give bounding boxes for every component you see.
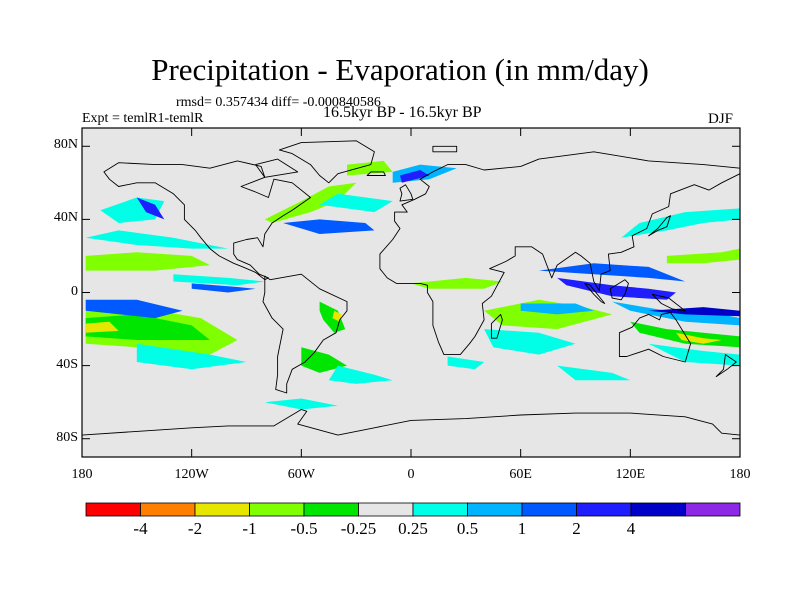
lat-label: 40S — [56, 356, 78, 372]
anomaly-area-25 — [557, 277, 676, 300]
plot-title: Precipitation - Evaporation (in mm/day) — [151, 52, 649, 87]
coastline-14 — [432, 145, 458, 153]
anomaly-area-5 — [85, 252, 210, 271]
coastline-6 — [490, 313, 503, 339]
landmass-2 — [263, 274, 347, 393]
period-label: 16.5kyr BP - 16.5kyr BP — [323, 104, 482, 121]
lon-label: 0 — [407, 467, 415, 482]
anomaly-area-10 — [283, 219, 375, 234]
colorbar-swatch — [140, 502, 196, 517]
coastline-15 — [255, 158, 299, 178]
season-label: DJF — [708, 111, 734, 127]
colorbar-label: -0.5 — [290, 519, 318, 538]
coastline-1 — [278, 140, 375, 184]
anomaly-area-8 — [136, 197, 165, 220]
colorbar-swatch — [249, 502, 305, 517]
lon-label: 60W — [287, 467, 315, 482]
anomaly-area-36 — [264, 398, 338, 410]
anomaly-area-15 — [173, 274, 265, 286]
anomaly-area-28 — [648, 307, 740, 317]
anomaly-area-6 — [85, 230, 229, 249]
lon-label: 120E — [615, 467, 646, 482]
anomaly-area-24 — [557, 365, 631, 381]
anomaly-area-30 — [676, 332, 722, 344]
anomaly-area-35 — [411, 277, 503, 289]
colorbar-swatch — [303, 502, 359, 517]
colorbar — [85, 502, 741, 517]
colorbar-swatch — [521, 502, 577, 517]
colorbar-label: 2 — [572, 519, 581, 538]
lon-label: 180 — [71, 467, 93, 482]
coastline-9 — [651, 293, 686, 312]
anomaly-area-33 — [648, 343, 740, 366]
axis-ticks — [81, 128, 741, 457]
landmass-5 — [82, 409, 740, 457]
anomaly-area-1 — [85, 314, 210, 340]
colorbar-swatch — [412, 502, 468, 517]
colorbar-swatch — [685, 502, 741, 517]
colorbar-label: -1 — [242, 519, 257, 538]
anomaly-area-13 — [400, 170, 430, 183]
colorbar-swatch — [85, 502, 141, 517]
colorbar-swatch — [194, 502, 250, 517]
landmass-0 — [103, 160, 311, 280]
land-layer — [82, 140, 740, 457]
landmass-3 — [379, 151, 740, 355]
anomaly-area-11 — [319, 193, 393, 213]
colorbar-label: -0.25 — [340, 519, 377, 538]
coastline-12 — [715, 354, 737, 378]
landmass-10 — [400, 184, 413, 202]
landmass-1 — [279, 140, 375, 183]
lon-label: 180 — [729, 467, 751, 482]
stats-label: rmsd= 0.357434 diff= -0.000840586 — [176, 95, 381, 110]
coastline-8 — [584, 282, 606, 304]
lon-label: 120W — [174, 467, 209, 482]
colorbar-swatch — [358, 502, 414, 517]
colorbar-label: 4 — [626, 519, 636, 538]
colorbar-label: 0.25 — [398, 519, 428, 538]
colorbar-swatch — [630, 502, 686, 517]
colorbar-swatch — [576, 502, 632, 517]
anomaly-area-18 — [332, 310, 342, 322]
lat-label: 40N — [53, 210, 78, 226]
colorbar-label: 0.5 — [456, 519, 479, 538]
coastline-7 — [609, 279, 629, 301]
landmass-15 — [255, 159, 298, 178]
colorbar-label: -4 — [133, 519, 148, 538]
coastline-4 — [618, 312, 692, 363]
anomaly-area-16 — [191, 283, 256, 293]
anomaly-area-22 — [484, 329, 576, 355]
anomaly-layer — [85, 160, 740, 410]
anomaly-area-4 — [136, 343, 247, 370]
colorbar-swatch — [467, 502, 523, 517]
colorbar-label: -2 — [187, 519, 203, 538]
anomaly-area-26 — [538, 263, 686, 282]
coastline-3 — [379, 151, 740, 356]
coastline-11 — [648, 215, 671, 237]
lat-label: 80S — [56, 429, 78, 445]
anomaly-area-2 — [85, 321, 119, 333]
coastline-layer — [82, 140, 740, 457]
anomaly-area-3 — [85, 299, 183, 319]
anomaly-area-31 — [621, 208, 740, 238]
anomaly-area-20 — [328, 365, 393, 384]
lat-label: 80N — [53, 137, 78, 153]
anomaly-area-27 — [612, 301, 740, 326]
coastline-10 — [399, 184, 414, 202]
coastline-13 — [366, 171, 386, 176]
lon-label: 60E — [509, 467, 532, 482]
landmass-14 — [432, 146, 457, 152]
colorbar-label: 1 — [517, 519, 527, 538]
coastline-5 — [82, 409, 740, 457]
experiment-label: Expt = temlR1-temlR — [82, 111, 204, 126]
lat-label: 0 — [71, 283, 78, 299]
anomaly-area-23 — [520, 303, 594, 315]
anomaly-area-32 — [666, 248, 740, 264]
anomaly-area-17 — [319, 301, 346, 333]
coastline-2 — [262, 273, 348, 394]
anomaly-area-34 — [447, 356, 485, 370]
